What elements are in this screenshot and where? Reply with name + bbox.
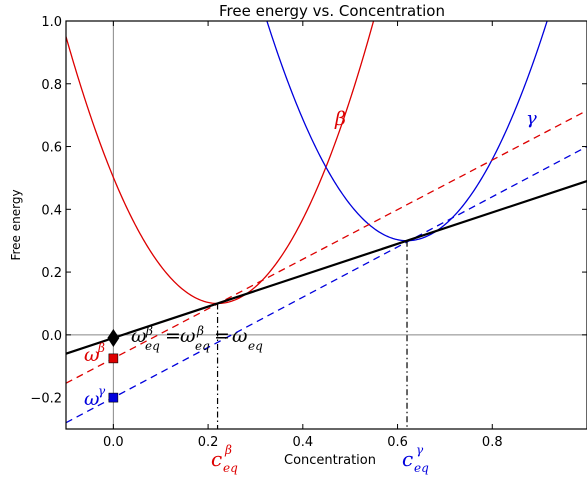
c-eq-gamma-annotation: c γ eq — [402, 443, 429, 475]
c-eq-beta-superscript: β — [224, 443, 232, 457]
equals-sign-2: = — [214, 325, 230, 347]
omega-beta-label: ω — [84, 344, 100, 366]
plot-frame — [65, 20, 587, 430]
x-axis-label: Concentration — [284, 453, 376, 468]
omega-eq-subscript: eq — [248, 339, 263, 353]
omega-eq-beta-label: ω — [131, 325, 147, 347]
x-tick-label-1: 0.2 — [198, 435, 219, 450]
omega-beta-superscript: β — [97, 341, 105, 355]
square-marker-1 — [108, 353, 119, 364]
markers — [107, 328, 120, 403]
y-tick-label-3: 0.4 — [41, 203, 62, 218]
omega-gamma-label: ω — [84, 388, 100, 410]
series-line-2 — [66, 109, 587, 384]
omega-eq-beta-superscript-2: β — [196, 324, 204, 338]
x-tick-label-4: 0.8 — [482, 435, 503, 450]
series-line-3 — [66, 145, 587, 424]
diamond-marker-0 — [107, 328, 120, 347]
omega-gamma-annotation: ω γ — [84, 384, 106, 410]
c-eq-beta-subscript: eq — [223, 461, 238, 475]
x-ticks: 0.0 0.2 0.4 0.6 0.8 — [103, 21, 503, 450]
beta-curve-label: β — [334, 108, 346, 130]
c-eq-gamma-subscript: eq — [414, 461, 429, 475]
x-tick-label-0: 0.0 — [103, 435, 124, 450]
c-eq-gamma-label: c — [402, 447, 413, 471]
omega-eq-annotation: ω β eq = ω β eq = ω eq — [131, 324, 263, 353]
series-line-0 — [66, 21, 375, 305]
omega-eq-beta-subscript: eq — [145, 339, 160, 353]
x-tick-label-2: 0.4 — [292, 435, 313, 450]
omega-eq-label: ω — [232, 325, 248, 347]
gamma-curve-label: γ — [526, 108, 537, 129]
series-layer — [66, 21, 587, 424]
omega-eq-beta-label-2: ω — [180, 325, 196, 347]
square-marker-2 — [108, 392, 119, 403]
omega-eq-beta-superscript: β — [145, 324, 153, 338]
drop-lines — [216, 240, 408, 429]
y-tick-label-1: 0.8 — [41, 78, 62, 93]
y-ticks: 1.0 0.8 0.6 0.4 0.2 0.0 −0.2 — [30, 15, 587, 407]
y-tick-label-4: 0.2 — [41, 266, 62, 281]
y-axis-label: Free energy — [9, 189, 23, 260]
omega-beta-annotation: ω β — [84, 341, 105, 366]
y-tick-label-2: 0.6 — [41, 141, 62, 156]
chart-title: Free energy vs. Concentration — [219, 2, 445, 20]
omega-eq-beta-subscript-2: eq — [195, 339, 210, 353]
c-eq-beta-annotation: c β eq — [211, 443, 238, 475]
x-tick-label-3: 0.6 — [387, 435, 408, 450]
y-tick-label-6: −0.2 — [30, 392, 62, 407]
equals-sign-1: = — [165, 325, 181, 347]
c-eq-beta-label: c — [211, 447, 222, 471]
y-tick-label-5: 0.0 — [41, 329, 62, 344]
y-tick-label-0: 1.0 — [41, 15, 62, 30]
series-line-4 — [66, 180, 587, 355]
c-eq-gamma-superscript: γ — [416, 443, 424, 457]
plot-area — [66, 21, 587, 429]
omega-gamma-superscript: γ — [98, 384, 106, 398]
